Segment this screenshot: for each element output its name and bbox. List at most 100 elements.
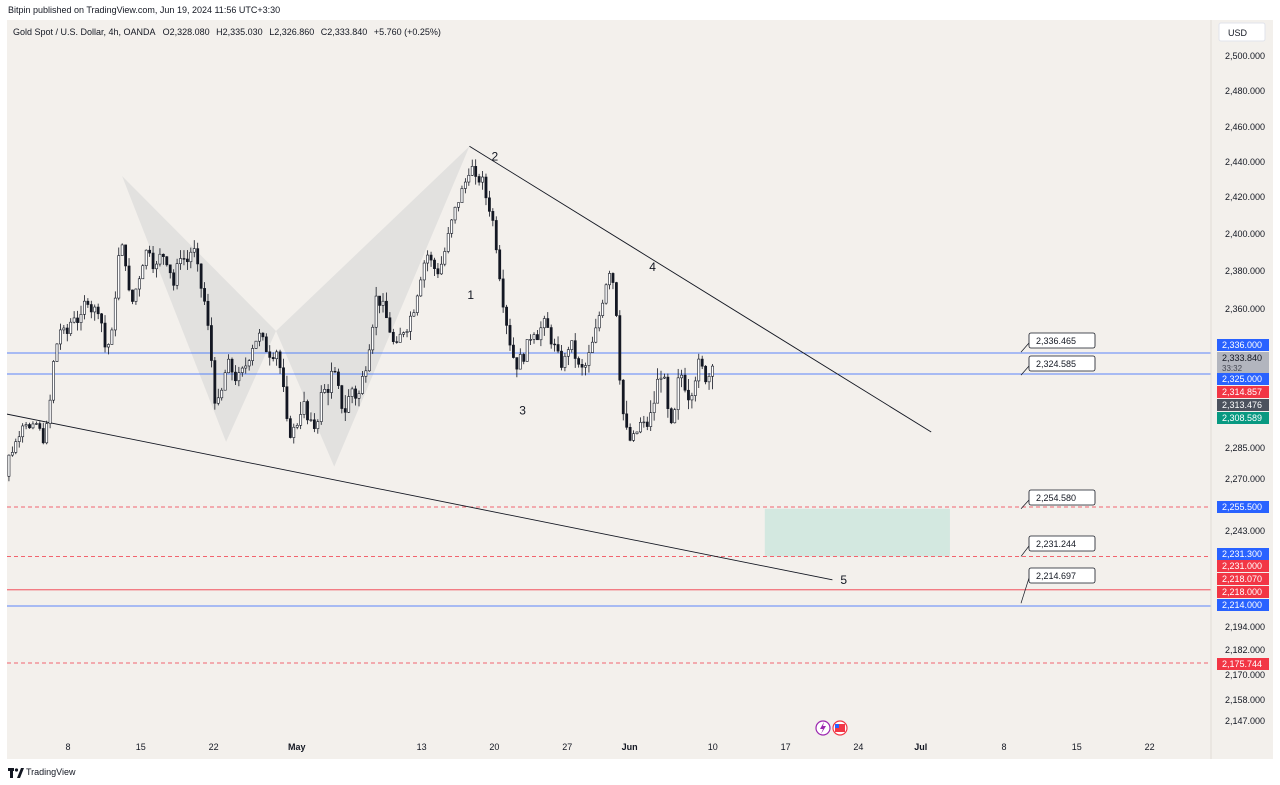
publisher-text: Bitpin published on TradingView.com, Jun… xyxy=(8,5,281,15)
price-badge-9 xyxy=(1217,573,1269,585)
price-badge-label-9: 2,218.070 xyxy=(1222,574,1262,584)
candle-body xyxy=(388,317,392,333)
callout-box-2 xyxy=(1028,489,1096,506)
target-zone xyxy=(764,508,950,557)
candle-body xyxy=(79,314,83,323)
candle-body xyxy=(155,263,158,270)
callout-box-1 xyxy=(1028,355,1096,372)
candle-body xyxy=(707,375,711,383)
candle-body xyxy=(48,399,52,424)
candle-body xyxy=(292,426,296,438)
candle-body xyxy=(371,326,375,351)
candle-body xyxy=(673,409,677,424)
candle-body xyxy=(415,295,419,313)
candle-body xyxy=(467,174,471,183)
candle-body xyxy=(247,360,251,367)
candle-body xyxy=(251,348,255,361)
candle-body xyxy=(556,344,560,352)
candle-body xyxy=(357,393,361,399)
candle-body xyxy=(649,412,653,427)
y-tick-13: 2,170.000 xyxy=(1225,670,1265,680)
candle-body xyxy=(285,386,289,419)
y-tick-4: 2,420.000 xyxy=(1225,192,1265,202)
candle-body xyxy=(103,322,107,348)
price-badge-label-1: 2,333.840 xyxy=(1222,353,1262,363)
y-tick-1: 2,480.000 xyxy=(1225,86,1265,96)
candle-body xyxy=(512,344,515,358)
candle-body xyxy=(422,262,426,281)
y-tick-5: 2,400.000 xyxy=(1225,229,1265,239)
candle-body xyxy=(261,332,265,338)
currency-button[interactable] xyxy=(1218,22,1266,42)
candle-body xyxy=(330,370,333,393)
candle-body xyxy=(639,422,642,433)
candle-body xyxy=(577,358,581,365)
candle-body xyxy=(59,329,62,345)
price-badge-4 xyxy=(1217,399,1269,411)
candle-body xyxy=(316,421,320,429)
candle-body xyxy=(474,166,478,177)
candle-body xyxy=(680,374,684,379)
candle-body xyxy=(295,424,299,428)
candle-body xyxy=(501,278,505,308)
price-badge-7 xyxy=(1217,548,1269,560)
candle-body xyxy=(168,264,172,274)
candle-body xyxy=(100,313,103,324)
candle-body xyxy=(659,377,663,380)
candle-body xyxy=(76,317,79,323)
candle-body xyxy=(350,388,354,397)
callout-box-4 xyxy=(1028,567,1096,584)
price-badge-6 xyxy=(1217,501,1269,513)
candle-body xyxy=(107,344,110,348)
candle-body xyxy=(395,341,399,343)
us-flag-stripes xyxy=(835,724,845,732)
candle-body xyxy=(470,166,474,176)
candle-body xyxy=(323,389,327,393)
candle-body xyxy=(676,377,680,410)
chart-area[interactable]: 2 1 4 3 5 2,336.465 2,324.585 2,254.580 2,231.2… xyxy=(7,20,1273,759)
y-tick-0: 2,500.000 xyxy=(1225,51,1265,61)
x-tick-8: 10 xyxy=(708,742,718,752)
candle-body xyxy=(687,389,690,401)
candle-body xyxy=(55,343,59,362)
candle-body xyxy=(704,365,708,383)
callout-pointer-3 xyxy=(1020,545,1030,557)
candle-body xyxy=(203,288,206,302)
x-tick-5: 20 xyxy=(489,742,499,752)
candle-body xyxy=(175,263,179,286)
candle-body xyxy=(374,295,378,328)
x-tick-12: 8 xyxy=(1001,742,1006,752)
candle-body xyxy=(309,419,313,421)
candle-body xyxy=(573,340,577,359)
price-badge-label-10: 2,218.000 xyxy=(1222,587,1262,597)
candle-body xyxy=(488,197,491,212)
candle-body xyxy=(161,253,165,257)
candle-body xyxy=(542,318,546,329)
candle-body xyxy=(693,380,697,396)
x-tick-10: 24 xyxy=(853,742,863,752)
legend-symbol: Gold Spot / U.S. Dollar, 4h, OANDA xyxy=(13,27,156,37)
candle-body xyxy=(227,358,230,374)
candle-body xyxy=(367,349,371,372)
candle-body xyxy=(385,300,388,319)
candle-body xyxy=(642,421,646,424)
y-tick-9: 2,270.000 xyxy=(1225,474,1265,484)
callout-pointer-0 xyxy=(1020,342,1030,353)
price-badge-1 xyxy=(1217,352,1269,374)
candle-body xyxy=(131,289,134,302)
candle-body xyxy=(117,255,121,299)
candle-body xyxy=(625,413,629,428)
trendline-0 xyxy=(7,413,833,581)
price-badge-11 xyxy=(1217,599,1269,611)
candle-body xyxy=(614,282,618,316)
candle-body xyxy=(69,321,73,334)
candle-body xyxy=(477,176,481,183)
y-tick-7: 2,360.000 xyxy=(1225,304,1265,314)
candle-body xyxy=(213,360,217,404)
price-chart[interactable]: 2 1 4 3 5 2,336.465 2,324.585 2,254.580 2,231.2… xyxy=(7,20,1273,759)
y-tick-10: 2,243.000 xyxy=(1225,526,1265,536)
price-badge-label-6: 2,255.500 xyxy=(1222,502,1262,512)
price-badge-8 xyxy=(1217,560,1269,572)
candle-body xyxy=(481,176,484,183)
footer: TradingView xyxy=(0,759,1280,785)
